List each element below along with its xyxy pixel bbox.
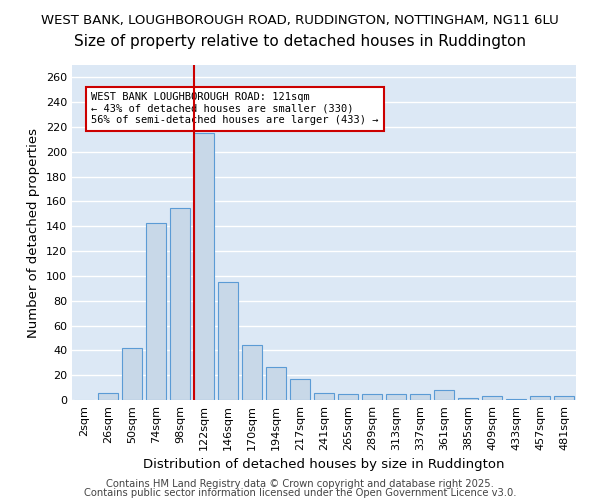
Bar xyxy=(266,366,286,400)
Bar xyxy=(458,398,478,400)
Bar xyxy=(554,396,574,400)
Text: Size of property relative to detached houses in Ruddington: Size of property relative to detached ho… xyxy=(74,34,526,49)
Bar xyxy=(290,379,310,400)
Text: WEST BANK LOUGHBOROUGH ROAD: 121sqm
← 43% of detached houses are smaller (330)
5: WEST BANK LOUGHBOROUGH ROAD: 121sqm ← 43… xyxy=(91,92,379,126)
Bar xyxy=(482,396,502,400)
Bar xyxy=(362,394,382,400)
X-axis label: Distribution of detached houses by size in Ruddington: Distribution of detached houses by size … xyxy=(143,458,505,471)
Bar xyxy=(146,222,166,400)
Bar xyxy=(242,346,262,400)
Bar xyxy=(218,282,238,400)
Bar xyxy=(314,392,334,400)
Bar xyxy=(170,208,190,400)
Bar xyxy=(98,392,118,400)
Text: Contains HM Land Registry data © Crown copyright and database right 2025.: Contains HM Land Registry data © Crown c… xyxy=(106,479,494,489)
Y-axis label: Number of detached properties: Number of detached properties xyxy=(28,128,40,338)
Bar xyxy=(410,394,430,400)
Bar xyxy=(386,394,406,400)
Text: WEST BANK, LOUGHBOROUGH ROAD, RUDDINGTON, NOTTINGHAM, NG11 6LU: WEST BANK, LOUGHBOROUGH ROAD, RUDDINGTON… xyxy=(41,14,559,27)
Bar xyxy=(506,399,526,400)
Bar xyxy=(338,394,358,400)
Bar xyxy=(122,348,142,400)
Text: Contains public sector information licensed under the Open Government Licence v3: Contains public sector information licen… xyxy=(84,488,516,498)
Bar xyxy=(194,133,214,400)
Bar xyxy=(434,390,454,400)
Bar xyxy=(530,396,550,400)
